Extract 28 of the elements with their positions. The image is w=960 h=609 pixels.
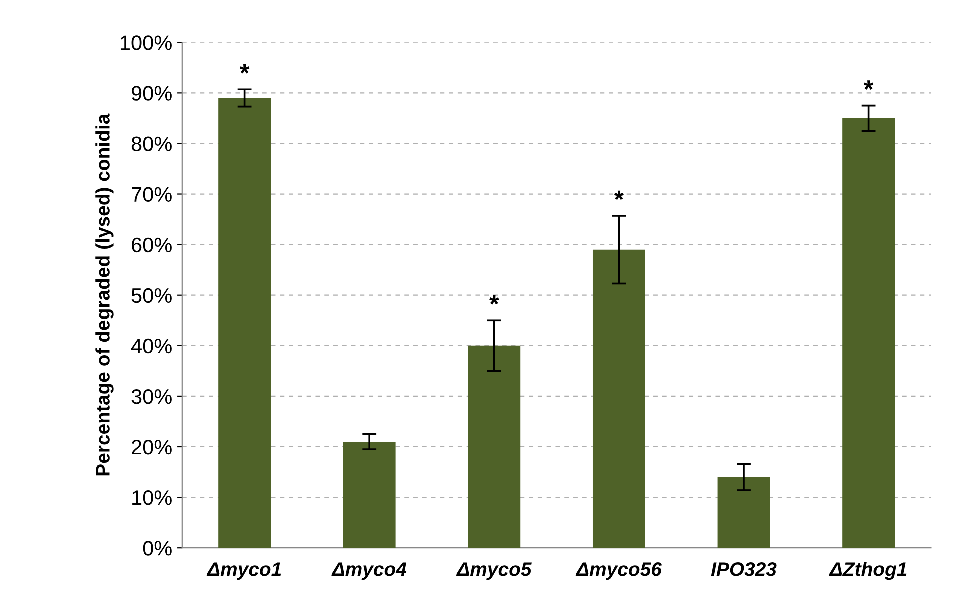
annotation: *	[864, 80, 874, 90]
annotation: *	[240, 64, 250, 74]
x-tick-label: Δmyco56	[576, 562, 662, 580]
bar	[468, 346, 521, 548]
bar	[842, 118, 896, 548]
x-tick-label: Δmyco4	[332, 562, 407, 580]
x-tick-label: IPO323	[711, 562, 777, 576]
y-tick-label: 10%	[132, 490, 172, 506]
y-tick-label: 60%	[132, 238, 172, 253]
bar	[718, 477, 770, 548]
y-axis-title: Percentage of degraded (lysed) conidia	[96, 114, 114, 476]
y-tick-label: 90%	[132, 86, 172, 101]
y-tick-label: 80%	[132, 136, 172, 152]
bar	[218, 98, 272, 548]
y-tick-label: 30%	[132, 389, 172, 404]
y-tick-label: 40%	[131, 338, 172, 354]
annotation: *	[490, 295, 500, 305]
y-tick-label: 70%	[132, 187, 172, 202]
x-tick-label: Δmyco1	[206, 562, 282, 580]
annotation: *	[614, 190, 624, 200]
y-tick-label: 0%	[143, 541, 172, 556]
y-tick-label: 100%	[120, 36, 172, 50]
y-tick-label: 20%	[132, 440, 172, 455]
x-tick-label: ΔZthog1	[829, 562, 907, 580]
bar	[343, 442, 396, 548]
y-tick-label: 50%	[132, 288, 172, 304]
x-tick-label: Δmyco5	[456, 562, 532, 580]
bar	[592, 250, 646, 548]
